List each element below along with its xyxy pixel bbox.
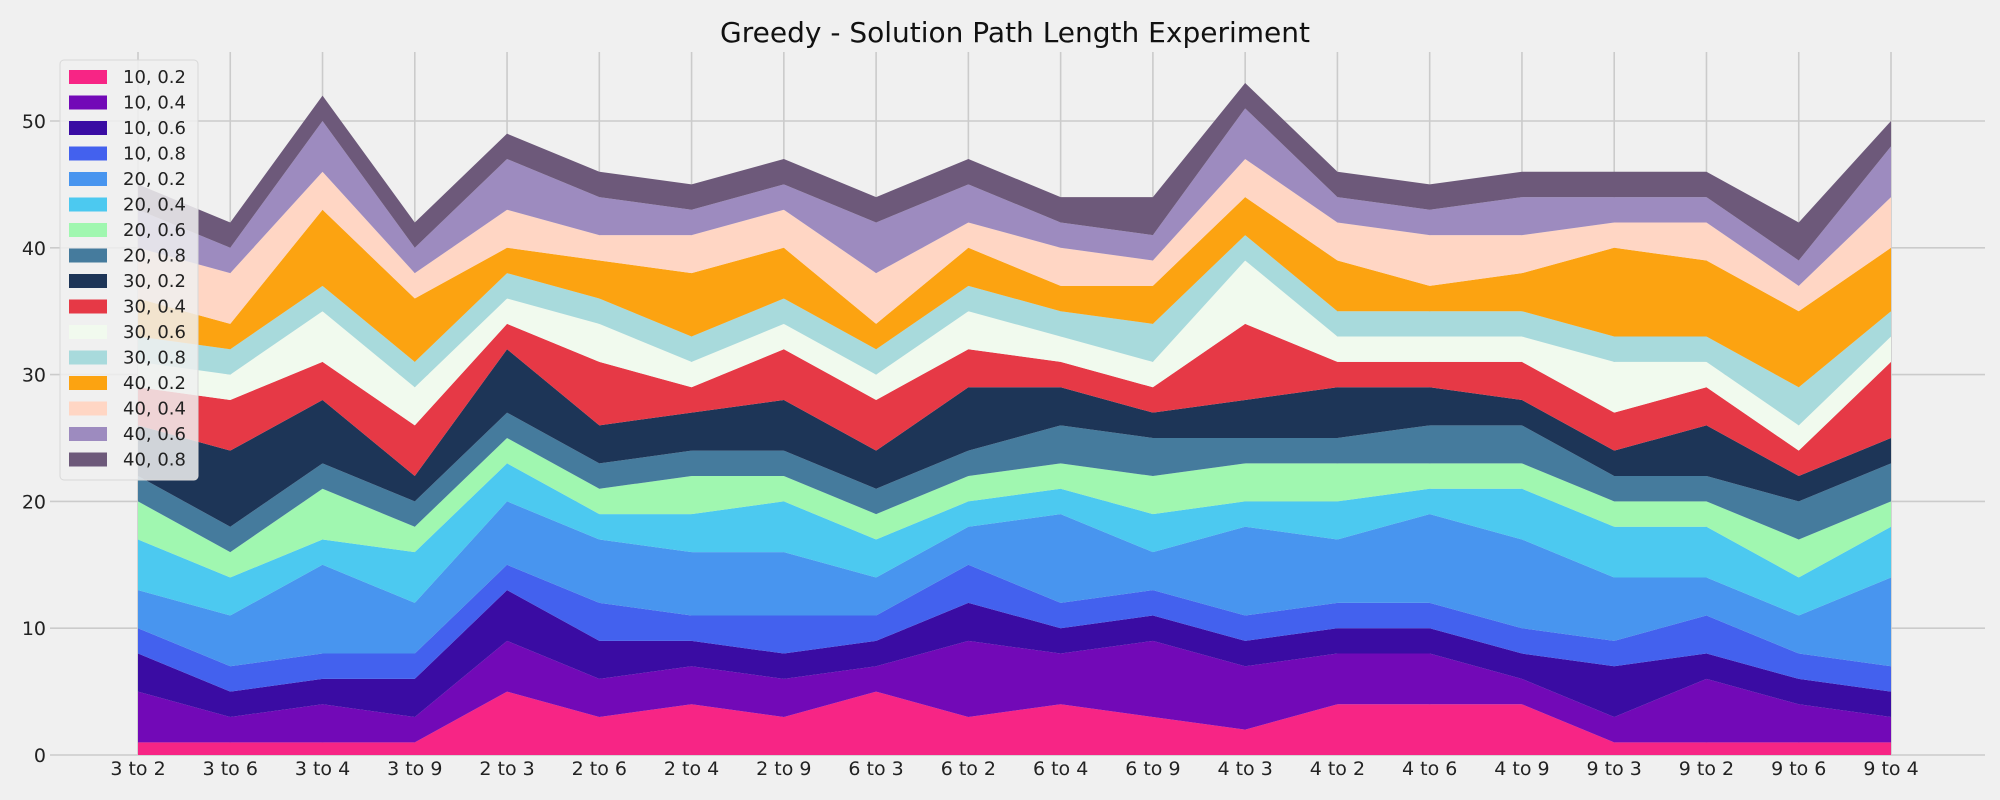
y-axis-ticks: 0 10 20 30 40 50	[22, 111, 46, 767]
legend-swatch	[69, 427, 107, 441]
area-series-5	[138, 501, 1891, 667]
legend-label: 20, 0.8	[123, 246, 186, 267]
area-series-12	[138, 235, 1891, 426]
x-tick-label: 2 to 4	[664, 758, 719, 780]
x-tick-label: 9 to 2	[1679, 758, 1734, 780]
area-series-2	[138, 640, 1891, 743]
x-tick-label: 3 to 4	[295, 758, 350, 780]
x-tick-label: 6 to 2	[941, 758, 996, 780]
area-series-16	[138, 82, 1891, 261]
legend-swatch	[69, 248, 107, 263]
legend-swatch	[69, 95, 107, 110]
series-areas	[138, 82, 1891, 755]
legend-swatch	[69, 70, 107, 84]
legend-swatch	[69, 325, 107, 339]
x-tick-label: 9 to 3	[1587, 758, 1642, 780]
x-tick-label: 4 to 3	[1217, 758, 1272, 780]
x-tick-label: 4 to 9	[1494, 758, 1549, 780]
x-tick-label: 3 to 9	[387, 758, 442, 780]
x-tick-label: 2 to 3	[479, 758, 534, 780]
legend-label: 30, 0.8	[123, 348, 186, 369]
legend-swatch	[69, 121, 107, 135]
x-tick-label: 6 to 3	[848, 758, 903, 780]
x-tick-label: 2 to 9	[756, 758, 811, 780]
y-tick-label: 20	[22, 491, 46, 513]
legend-swatch	[69, 376, 107, 390]
legend-swatch	[69, 452, 107, 467]
legend-label: 40, 0.6	[123, 424, 186, 445]
x-tick-label: 6 to 9	[1125, 758, 1180, 780]
x-tick-label: 4 to 2	[1310, 758, 1365, 780]
y-tick-label: 10	[22, 618, 46, 640]
legend-label: 20, 0.2	[123, 169, 186, 190]
x-tick-label: 4 to 6	[1402, 758, 1457, 780]
y-tick-label: 0	[34, 745, 46, 767]
area-series-8	[138, 412, 1891, 553]
legend-swatch	[69, 172, 107, 186]
x-tick-label: 3 to 6	[203, 758, 258, 780]
legend-label: 30, 0.6	[123, 322, 186, 343]
area-series-6	[138, 463, 1891, 616]
legend-label: 10, 0.4	[123, 93, 186, 114]
chart-title: Greedy - Solution Path Length Experiment	[720, 16, 1310, 49]
area-series-1	[138, 691, 1891, 755]
legend-swatch	[69, 146, 107, 161]
legend-label: 20, 0.4	[123, 195, 186, 216]
x-tick-label: 9 to 4	[1863, 758, 1918, 780]
legend: 10, 0.2 10, 0.4 10, 0.6 10, 0.8 20, 0.2 20, 0…	[59, 59, 199, 481]
x-axis-ticks: 3 to 2 3 to 6 3 to 4 3 to 9 2 to 3 2 to 6 2 to…	[110, 758, 1918, 780]
legend-swatch	[69, 223, 107, 237]
legend-swatch	[69, 350, 107, 365]
legend-label: 30, 0.2	[123, 271, 186, 292]
legend-label: 30, 0.4	[123, 297, 186, 318]
legend-label: 40, 0.2	[123, 373, 186, 394]
legend-label: 10, 0.2	[123, 67, 186, 88]
legend-swatch	[69, 197, 107, 212]
x-tick-label: 2 to 6	[572, 758, 627, 780]
legend-frame	[59, 59, 199, 481]
legend-label: 10, 0.8	[123, 144, 186, 165]
area-series-13	[138, 197, 1891, 388]
legend-swatch	[69, 274, 107, 288]
legend-swatch	[69, 401, 107, 416]
legend-label: 40, 0.8	[123, 450, 186, 471]
legend-swatch	[69, 299, 107, 314]
area-series-15	[138, 108, 1891, 286]
legend-label: 40, 0.4	[123, 399, 186, 420]
x-tick-label: 9 to 6	[1771, 758, 1826, 780]
y-tick-label: 40	[22, 238, 46, 260]
area-series-3	[138, 590, 1891, 717]
area-series-9	[138, 349, 1891, 527]
y-tick-label: 30	[22, 365, 46, 387]
legend-label: 10, 0.6	[123, 118, 186, 139]
y-tick-label: 50	[22, 111, 46, 133]
area-series-7	[138, 438, 1891, 578]
legend-label: 20, 0.6	[123, 220, 186, 241]
area-series-4	[138, 564, 1891, 692]
area-series-11	[138, 260, 1891, 451]
x-tick-label: 6 to 4	[1033, 758, 1088, 780]
area-series-14	[138, 159, 1891, 324]
x-tick-label: 3 to 2	[110, 758, 165, 780]
